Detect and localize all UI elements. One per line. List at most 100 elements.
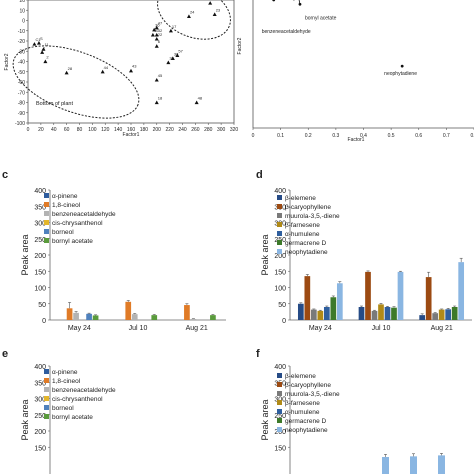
legend-entry: borneol xyxy=(52,405,74,412)
data-point-label: 44 xyxy=(104,65,109,70)
y-axis-label: Peak area xyxy=(260,234,270,275)
data-point-label: 52 xyxy=(211,0,216,1)
legend-entry: 1,8-cineol xyxy=(52,202,81,209)
x-tick-label: 280 xyxy=(204,127,213,133)
panel-letter: c xyxy=(2,169,8,181)
legend-entry: neophytadiene xyxy=(285,427,328,434)
data-point-label: C1 xyxy=(35,37,41,42)
legend-swatch xyxy=(277,240,282,245)
data-point xyxy=(208,1,213,5)
bar xyxy=(397,271,404,320)
y-axis-label: Peak area xyxy=(260,399,270,440)
bar xyxy=(323,307,330,320)
x-tick-label: 0.6 xyxy=(415,133,422,139)
bar xyxy=(86,313,92,320)
bar xyxy=(445,309,452,320)
x-tick-label: 0.3 xyxy=(332,133,339,139)
legend-entry: β-elemene xyxy=(285,373,316,380)
legend-swatch xyxy=(44,220,49,225)
data-point xyxy=(64,70,69,75)
data-point xyxy=(129,68,133,73)
y-tick-label: 100 xyxy=(34,286,46,293)
y-axis-label: Factor2 xyxy=(237,37,243,54)
bar xyxy=(391,307,397,320)
x-tick-label: 220 xyxy=(165,127,174,133)
panel-e: e Peak area 150 200 250 300 350 400 α-pinene 1,8-… xyxy=(2,348,116,474)
legend-swatch xyxy=(44,202,49,207)
legend-entry: bornyl acetate xyxy=(52,414,93,421)
bar xyxy=(210,315,216,320)
data-point xyxy=(154,32,159,37)
x-tick-label: 0.7 xyxy=(443,133,450,139)
legend-swatch xyxy=(277,409,282,414)
data-point-label: S xyxy=(40,36,43,41)
data-point xyxy=(32,42,37,46)
x-tick-label: Aug 21 xyxy=(186,325,208,332)
legend-swatch xyxy=(44,414,49,419)
legend-entry: benzeneacetaldehyde xyxy=(52,211,116,218)
x-tick-label: May 24 xyxy=(309,325,332,332)
bar xyxy=(317,310,324,320)
y-tick-label: 200 xyxy=(274,429,286,436)
x-tick-label: Jul 10 xyxy=(372,325,391,332)
legend-entry: α-humulene xyxy=(285,409,320,416)
x-tick-label: Aug 21 xyxy=(431,325,453,332)
bar xyxy=(297,303,304,320)
bar xyxy=(432,313,439,320)
y-tick-label: 250 xyxy=(34,413,46,420)
bar xyxy=(382,457,389,474)
data-point-label: benzeneacetaldehyde xyxy=(262,29,311,35)
x-axis-label: Factor1 xyxy=(123,132,140,138)
y-axis-label: Peak area xyxy=(20,234,30,275)
bar xyxy=(184,305,190,320)
legend-swatch xyxy=(277,391,282,396)
legend-swatch xyxy=(44,405,49,410)
data-point xyxy=(154,44,159,48)
data-point-label: 6 xyxy=(158,39,161,44)
x-tick-label: 60 xyxy=(64,127,70,133)
cluster-ellipse xyxy=(157,0,231,40)
data-point-label: 36 xyxy=(155,23,160,28)
data-point xyxy=(170,56,175,61)
data-point xyxy=(100,69,105,74)
data-point-label: 23 xyxy=(216,7,221,12)
x-tick-label: 0.5 xyxy=(388,133,395,139)
data-point-label: 22 xyxy=(158,32,163,37)
legend-entry: α-humulene xyxy=(285,231,320,238)
y-tick-label: 150 xyxy=(34,269,46,276)
panel-letter: e xyxy=(2,348,8,360)
y-tick-label: 150 xyxy=(34,445,46,452)
legend-entry: β-caryophyllene xyxy=(285,382,331,389)
data-point-label: 47 xyxy=(158,21,163,26)
x-tick-label: 0.4 xyxy=(360,133,367,139)
bar xyxy=(358,307,365,320)
y-tick-label: 150 xyxy=(274,269,286,276)
data-point xyxy=(152,27,157,32)
y-tick-label: -90 xyxy=(18,111,25,117)
data-point-label: 32 xyxy=(158,28,163,33)
x-tick-label: 260 xyxy=(191,127,200,133)
annotation-bottom-of-plant: Bottom of plant xyxy=(36,101,73,107)
legend-entry: α-pinene xyxy=(52,193,78,200)
legend-swatch xyxy=(44,193,49,198)
x-tick-label: 100 xyxy=(88,127,97,133)
x-tick-label: 0.8 xyxy=(471,133,474,139)
x-tick-label: 200 xyxy=(153,127,162,133)
data-point xyxy=(186,14,191,18)
data-point xyxy=(40,50,45,54)
y-axis-label: Peak area xyxy=(20,399,30,440)
bar xyxy=(438,455,445,474)
x-tick-label: 140 xyxy=(114,127,123,133)
legend-swatch xyxy=(44,387,49,392)
legend-swatch xyxy=(277,231,282,236)
y-tick-label: 10 xyxy=(19,8,25,14)
legend-entry: germacrene D xyxy=(285,418,326,425)
data-point xyxy=(154,77,159,82)
bar xyxy=(73,312,79,320)
bar xyxy=(378,304,384,320)
y-tick-label: 0 xyxy=(22,19,25,25)
legend-swatch xyxy=(44,229,49,234)
